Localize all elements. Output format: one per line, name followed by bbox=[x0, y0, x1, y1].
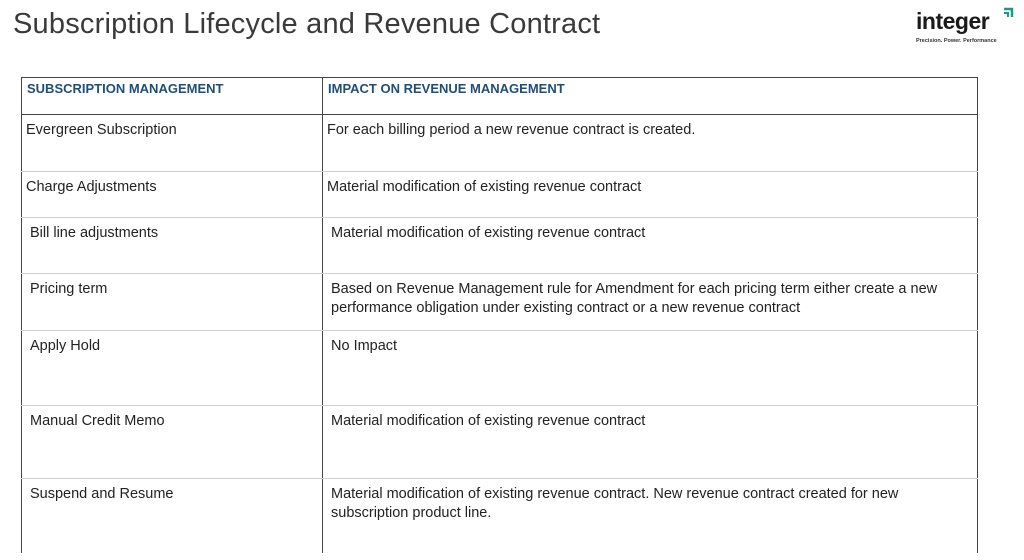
table-row: Evergreen Subscription For each billing p… bbox=[21, 114, 978, 172]
table-row: Pricing term Based on Revenue Management … bbox=[21, 273, 978, 331]
table-cell: Evergreen Subscription bbox=[21, 114, 323, 172]
header-row: SUBSCRIPTION MANAGEMENT IMPACT ON REVENUE… bbox=[21, 77, 978, 115]
table-row: Manual Credit Memo Material modification … bbox=[21, 405, 978, 479]
table-cell: Suspend and Resume bbox=[21, 478, 323, 553]
logo-name: integer bbox=[916, 8, 990, 34]
table-cell: Charge Adjustments bbox=[21, 171, 323, 218]
table-cell: Pricing term bbox=[21, 273, 323, 331]
table-cell: Material modification of existing revenu… bbox=[322, 217, 978, 274]
table-row: Suspend and Resume Material modification … bbox=[21, 478, 978, 553]
table-cell: Based on Revenue Management rule for Ame… bbox=[322, 273, 978, 331]
slide-title: Subscription Lifecycle and Revenue Contr… bbox=[13, 8, 601, 40]
table-cell: Bill line adjustments bbox=[21, 217, 323, 274]
column-header: SUBSCRIPTION MANAGEMENT bbox=[21, 77, 323, 115]
table-cell: Apply Hold bbox=[21, 330, 323, 406]
logo-icon bbox=[1004, 7, 1014, 17]
table: SUBSCRIPTION MANAGEMENT IMPACT ON REVENUE… bbox=[21, 77, 978, 553]
table-row: Charge Adjustments Material modification … bbox=[21, 171, 978, 218]
table-body: Evergreen Subscription For each billing p… bbox=[21, 114, 978, 553]
logo: integer Precision. Power. Performance bbox=[916, 6, 1016, 46]
table-cell: Material modification of existing revenu… bbox=[322, 405, 978, 479]
table-row: Apply Hold No Impact bbox=[21, 330, 978, 406]
logo-tagline: Precision. Power. Performance bbox=[916, 38, 997, 44]
table-row: Bill line adjustments Material modificati… bbox=[21, 217, 978, 274]
column-header: IMPACT ON REVENUE MANAGEMENT bbox=[322, 77, 978, 115]
table-cell: Material modification of existing revenu… bbox=[322, 171, 978, 218]
table-cell: No Impact bbox=[322, 330, 978, 406]
table-cell: For each billing period a new revenue co… bbox=[322, 114, 978, 172]
table-cell: Material modification of existing revenu… bbox=[322, 478, 978, 553]
table-cell: Manual Credit Memo bbox=[21, 405, 323, 479]
